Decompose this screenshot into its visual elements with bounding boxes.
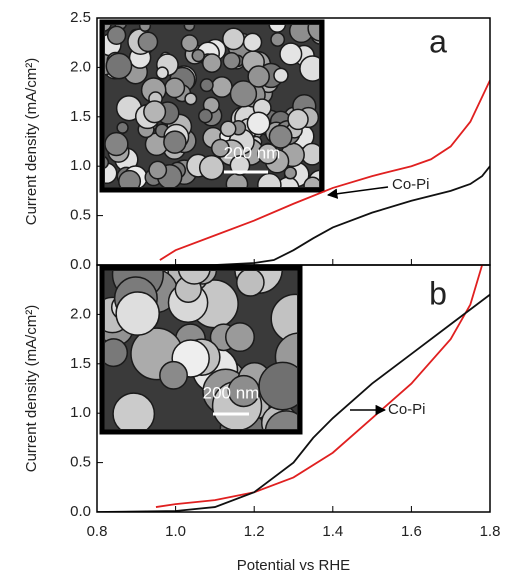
sem-grain xyxy=(219,120,237,138)
plot-frame xyxy=(96,264,491,513)
y-axis-label: Current density (mA/cm²) xyxy=(23,305,40,473)
sem-grain xyxy=(222,51,241,70)
sem-grain xyxy=(163,130,187,154)
x-tick-label: 1.8 xyxy=(480,523,501,540)
y-tick-label: 2.0 xyxy=(70,58,91,75)
y-tick-label: 0.5 xyxy=(70,207,91,224)
x-tick-label: 1.6 xyxy=(401,523,422,540)
sem-grain xyxy=(105,338,129,368)
sem-grain xyxy=(105,156,110,169)
data-line xyxy=(97,293,490,512)
sem-grain xyxy=(180,34,199,52)
sem-grain xyxy=(229,80,258,108)
sem-grain xyxy=(105,52,133,80)
y-tick-label: 0.0 xyxy=(70,503,91,520)
y-tick-label: 2.5 xyxy=(70,9,91,26)
sem-grain xyxy=(106,25,127,46)
sem-grain xyxy=(242,32,263,52)
sem-grain xyxy=(247,65,270,88)
sem-grain xyxy=(264,410,297,429)
arrow xyxy=(326,186,389,199)
sem-grain xyxy=(148,160,168,180)
sem-grain xyxy=(236,271,265,297)
sem-grain xyxy=(105,25,112,32)
sem-grain xyxy=(229,155,251,176)
sem-grain xyxy=(177,271,211,285)
sem-grain xyxy=(184,92,198,106)
y-tick-label: 1.0 xyxy=(70,404,91,421)
sem-grain xyxy=(273,67,289,84)
data-line xyxy=(159,79,490,261)
sem-grain xyxy=(159,360,188,390)
annotation: Co-Pi xyxy=(392,176,430,193)
x-tick-label: 1.4 xyxy=(322,523,343,540)
x-tick-label: 0.8 xyxy=(87,523,108,540)
sem-grain xyxy=(116,121,129,134)
sem-grain xyxy=(138,25,152,33)
y-tick-label: 0.0 xyxy=(70,256,91,273)
sem-grain xyxy=(268,25,287,33)
x-tick-label: 1.0 xyxy=(165,523,186,540)
scale-bar-label: 200 nm xyxy=(224,143,281,162)
data-line xyxy=(155,265,484,508)
sem-grain xyxy=(246,111,271,136)
sem-grain xyxy=(270,32,286,47)
sem-grain xyxy=(198,154,225,181)
sem-grain xyxy=(210,76,233,98)
y-axis-label: Current density (mA/cm²) xyxy=(23,58,40,226)
sem-grain xyxy=(210,138,230,158)
sem-grain xyxy=(191,48,205,63)
x-axis-label: Potential vs RHE xyxy=(237,557,350,574)
x-tick-label: 1.2 xyxy=(244,523,265,540)
sem-grain xyxy=(105,131,129,157)
y-tick-label: 1.0 xyxy=(70,157,91,174)
sem-grain xyxy=(268,124,293,149)
annotation: Co-Pi xyxy=(388,401,426,418)
sem-texture xyxy=(105,25,319,187)
sem-grain xyxy=(283,166,297,180)
sem-grain xyxy=(222,27,245,51)
sem-grain xyxy=(118,169,142,187)
sem-grain xyxy=(183,25,196,32)
sem-grain xyxy=(299,55,319,82)
y-tick-label: 1.5 xyxy=(70,355,91,372)
sem-texture xyxy=(105,271,297,429)
sem-grain xyxy=(112,392,156,429)
y-tick-label: 2.0 xyxy=(70,305,91,322)
sem-grain xyxy=(279,42,303,66)
sem-grain xyxy=(202,53,222,74)
sem-grain xyxy=(155,66,169,80)
scale-bar-label: 200 nm xyxy=(203,383,260,402)
sem-grain xyxy=(198,108,213,124)
sem-grain xyxy=(143,100,167,124)
sem-grain xyxy=(164,77,186,99)
sem-grain xyxy=(137,31,159,53)
panel-label: a xyxy=(429,23,447,59)
y-tick-label: 0.5 xyxy=(70,454,91,471)
panel-label: b xyxy=(429,275,447,311)
sem-grain xyxy=(227,374,260,408)
sem-grain xyxy=(225,322,255,353)
y-tick-label: 1.5 xyxy=(70,108,91,125)
sem-grain xyxy=(287,108,309,131)
sem-grain xyxy=(199,78,214,93)
sem-grain xyxy=(257,172,282,187)
sem-grain xyxy=(257,143,279,165)
sem-grain xyxy=(307,25,319,42)
sem-grain xyxy=(115,291,160,336)
sem-grain xyxy=(303,176,319,187)
